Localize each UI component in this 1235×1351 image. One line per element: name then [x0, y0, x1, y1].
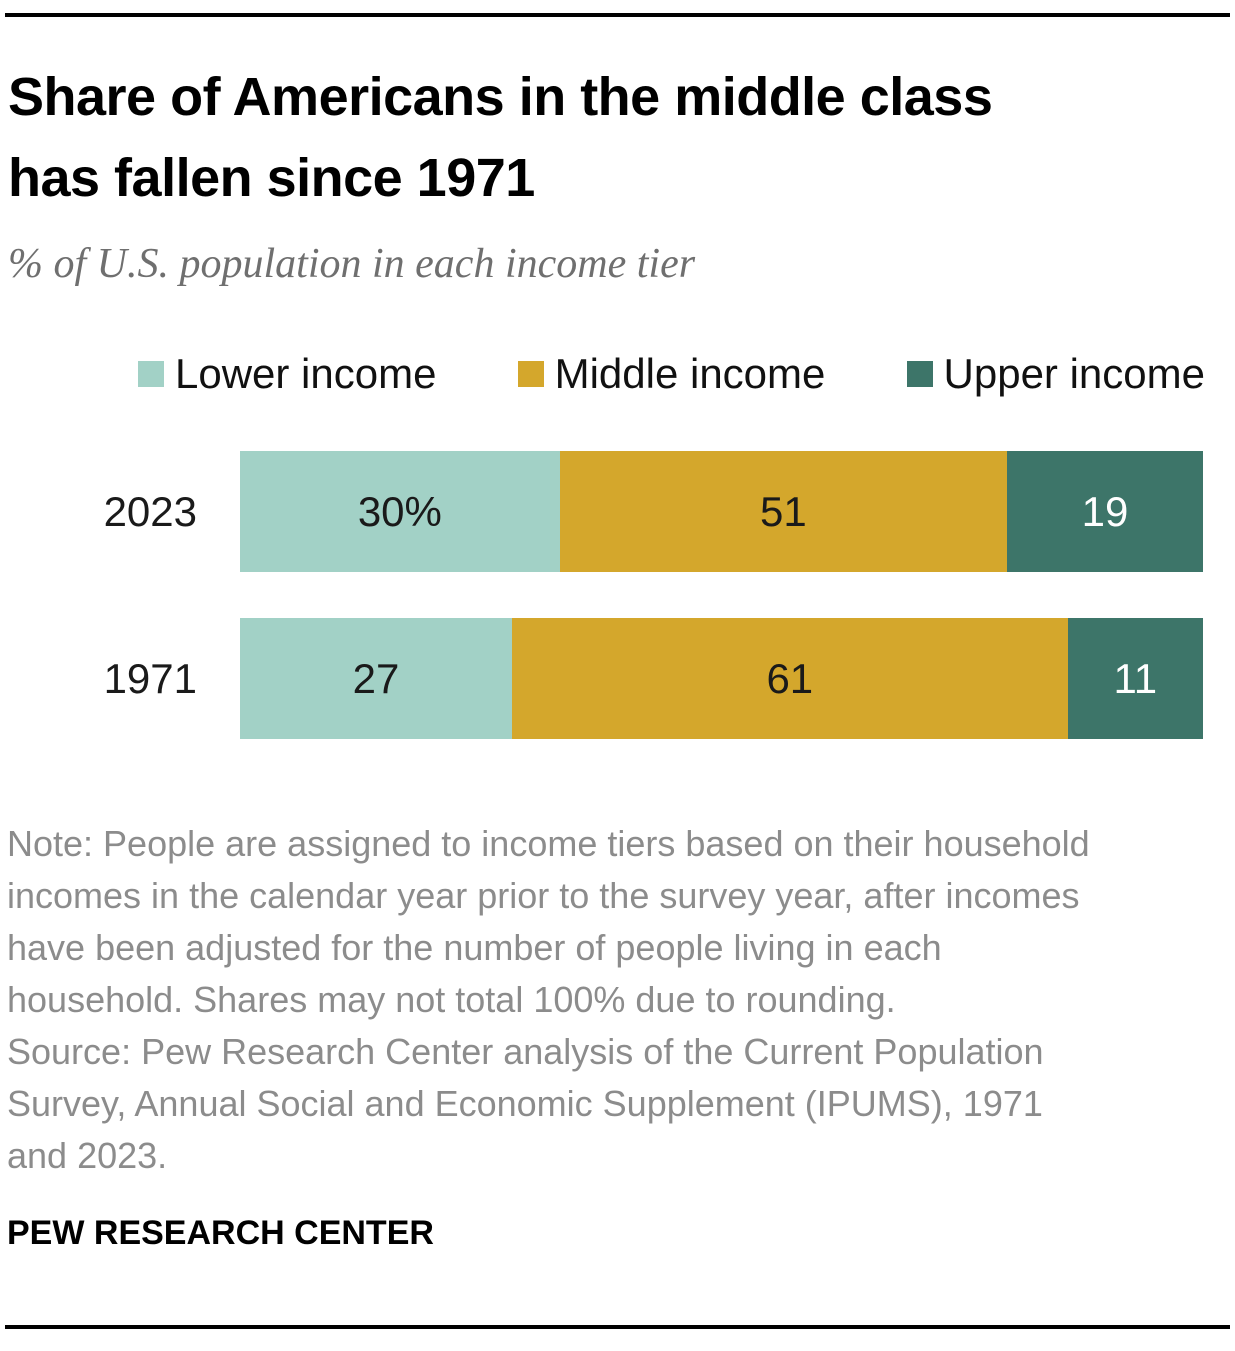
legend-label: Lower income	[175, 350, 437, 397]
legend-item-middle-income: Middle income	[517, 350, 826, 398]
segment-middle-income: 51	[559, 451, 1008, 572]
stacked-bar: 27 61 11	[240, 618, 1203, 739]
legend-label: Upper income	[943, 350, 1205, 397]
legend-item-lower-income: Lower income	[138, 350, 436, 398]
stacked-bar: 30% 51 19	[240, 451, 1204, 572]
segment-upper-income: 19	[1007, 451, 1204, 572]
source-text: Source: Pew Research Center analysis of …	[7, 1031, 1044, 1176]
value-label: 19	[1081, 487, 1129, 535]
value-label: 27	[352, 654, 400, 702]
bottom-divider	[5, 1325, 1230, 1329]
note-text: Note: People are assigned to income tier…	[7, 823, 1090, 1020]
legend-swatch-icon	[138, 361, 164, 387]
legend: Lower income Middle income Upper income	[138, 350, 1205, 398]
legend-swatch-icon	[517, 361, 544, 387]
brand-wordmark: PEW RESEARCH CENTER	[7, 1214, 434, 1252]
category-label: 2023	[103, 487, 197, 535]
value-label: 30%	[357, 487, 442, 535]
chart-subtitle: % of U.S. population in each income tier	[8, 241, 696, 287]
segment-upper-income: 11	[1067, 618, 1203, 739]
footnotes: Note: People are assigned to income tier…	[7, 818, 1232, 1182]
segment-lower-income: 30%	[240, 451, 560, 572]
top-divider	[5, 13, 1230, 17]
value-label: 61	[766, 654, 814, 702]
legend-swatch-icon	[906, 361, 933, 387]
segment-lower-income: 27	[240, 618, 512, 739]
chart-title: Share of Americans in the middle class h…	[8, 67, 993, 208]
segment-middle-income: 61	[511, 618, 1068, 739]
value-label: 11	[1113, 654, 1158, 702]
bar-row-2023: 2023 30% 51 19	[0, 451, 1204, 572]
legend-label: Middle income	[554, 350, 826, 397]
bar-row-1971: 1971 27 61 11	[0, 618, 1203, 739]
legend-item-upper-income: Upper income	[906, 350, 1205, 398]
value-label: 51	[760, 487, 807, 535]
category-label: 1971	[103, 654, 197, 702]
